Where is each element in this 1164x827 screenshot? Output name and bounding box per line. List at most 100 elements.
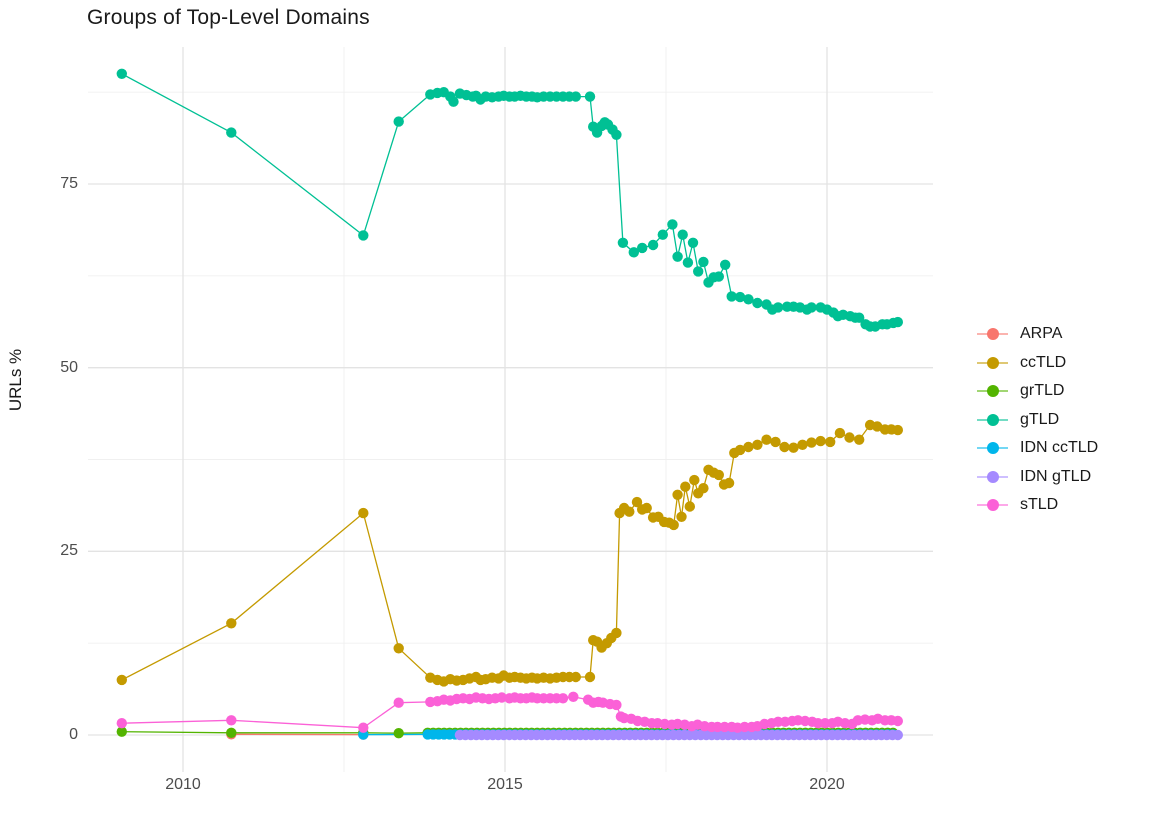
legend-key-icon xyxy=(977,413,1008,426)
data-point xyxy=(668,519,679,531)
y-tick-label-50: 50 xyxy=(60,358,78,376)
data-point xyxy=(631,496,643,508)
data-point xyxy=(734,291,746,303)
data-point xyxy=(892,424,903,436)
data-point xyxy=(226,127,237,138)
legend-label: ARPA xyxy=(1020,325,1063,343)
legend-item-idn-cctld: IDN ccTLD xyxy=(977,434,1098,463)
data-point xyxy=(689,474,700,486)
legend-key-icon xyxy=(977,385,1008,398)
legend: ARPA ccTLD grTLD gTLD IDN ccTLD IDN gTLD sTLD xyxy=(977,320,1098,520)
data-point xyxy=(713,271,724,282)
legend-label: IDN ccTLD xyxy=(1020,439,1099,457)
data-point xyxy=(872,421,883,432)
data-point xyxy=(854,434,865,445)
data-point xyxy=(617,237,629,248)
data-point xyxy=(726,291,737,302)
data-point xyxy=(770,436,781,448)
y-tick-label-25: 25 xyxy=(60,542,78,560)
data-point xyxy=(226,715,237,726)
y-tick-label-0: 0 xyxy=(69,726,78,743)
data-point xyxy=(720,259,731,270)
data-point xyxy=(628,247,639,258)
data-point xyxy=(693,266,704,277)
data-point xyxy=(713,469,724,481)
data-point xyxy=(226,727,237,738)
data-point xyxy=(116,674,128,686)
chart-title: Groups of Top-Level Domains xyxy=(87,6,370,29)
series-line-gtld xyxy=(121,73,898,328)
legend-label: grTLD xyxy=(1020,382,1065,400)
data-point xyxy=(761,434,772,445)
legend-dot xyxy=(987,413,999,426)
data-point xyxy=(723,477,735,489)
data-point xyxy=(611,699,622,711)
data-point xyxy=(680,481,691,492)
data-point xyxy=(854,312,865,323)
data-point xyxy=(677,229,688,240)
data-point xyxy=(676,511,687,522)
data-point xyxy=(584,671,596,683)
data-point xyxy=(657,229,668,240)
data-point xyxy=(779,441,790,453)
data-point xyxy=(393,728,404,739)
data-point xyxy=(611,627,622,639)
data-point xyxy=(647,239,659,251)
legend-dot xyxy=(987,442,999,455)
data-point xyxy=(570,91,581,102)
legend-key-icon xyxy=(977,499,1008,512)
data-point xyxy=(637,242,648,254)
data-point xyxy=(892,715,903,727)
data-point xyxy=(358,722,369,733)
legend-item-grtld: grTLD xyxy=(977,377,1098,406)
data-point xyxy=(825,436,836,448)
data-point xyxy=(672,251,683,262)
data-point xyxy=(584,91,596,102)
data-point xyxy=(393,116,404,127)
legend-item-stld: sTLD xyxy=(977,491,1098,520)
legend-key-icon xyxy=(977,442,1008,455)
data-point xyxy=(568,691,579,702)
legend-item-arpa: ARPA xyxy=(977,320,1098,349)
data-point xyxy=(393,643,404,654)
series-points-cctld xyxy=(116,419,903,687)
data-point xyxy=(806,302,817,313)
data-point xyxy=(116,68,128,80)
legend-dot xyxy=(987,499,999,512)
data-point xyxy=(448,96,459,107)
data-point xyxy=(684,501,695,512)
data-point xyxy=(752,439,763,450)
x-tick-label-2010: 2010 xyxy=(165,776,201,793)
data-point xyxy=(844,432,855,443)
data-point xyxy=(358,507,369,519)
data-point xyxy=(734,444,746,456)
data-point xyxy=(892,316,903,328)
data-point xyxy=(570,671,581,683)
data-point xyxy=(682,257,694,268)
legend-dot xyxy=(987,470,999,483)
legend-item-cctld: ccTLD xyxy=(977,349,1098,378)
data-point xyxy=(226,618,237,629)
data-point xyxy=(687,237,699,248)
legend-label: gTLD xyxy=(1020,410,1060,428)
data-point xyxy=(698,483,709,494)
legend-item-gtld: gTLD xyxy=(977,406,1098,435)
data-point xyxy=(797,439,808,450)
series-points-gtld xyxy=(116,68,903,332)
data-point xyxy=(834,427,846,439)
data-point xyxy=(672,489,683,500)
legend-dot xyxy=(987,328,999,341)
data-point xyxy=(788,442,799,453)
legend-dot xyxy=(987,385,999,398)
y-axis-title: URLs % xyxy=(6,348,25,412)
legend-label: ccTLD xyxy=(1020,353,1067,371)
x-tick-label-2020: 2020 xyxy=(809,776,845,793)
data-point xyxy=(892,729,903,741)
data-point xyxy=(624,506,635,517)
legend-label: sTLD xyxy=(1020,496,1059,514)
x-tick-label-2015: 2015 xyxy=(487,776,523,793)
legend-label: IDN gTLD xyxy=(1020,467,1092,485)
data-point xyxy=(743,294,754,305)
data-point xyxy=(698,256,709,268)
